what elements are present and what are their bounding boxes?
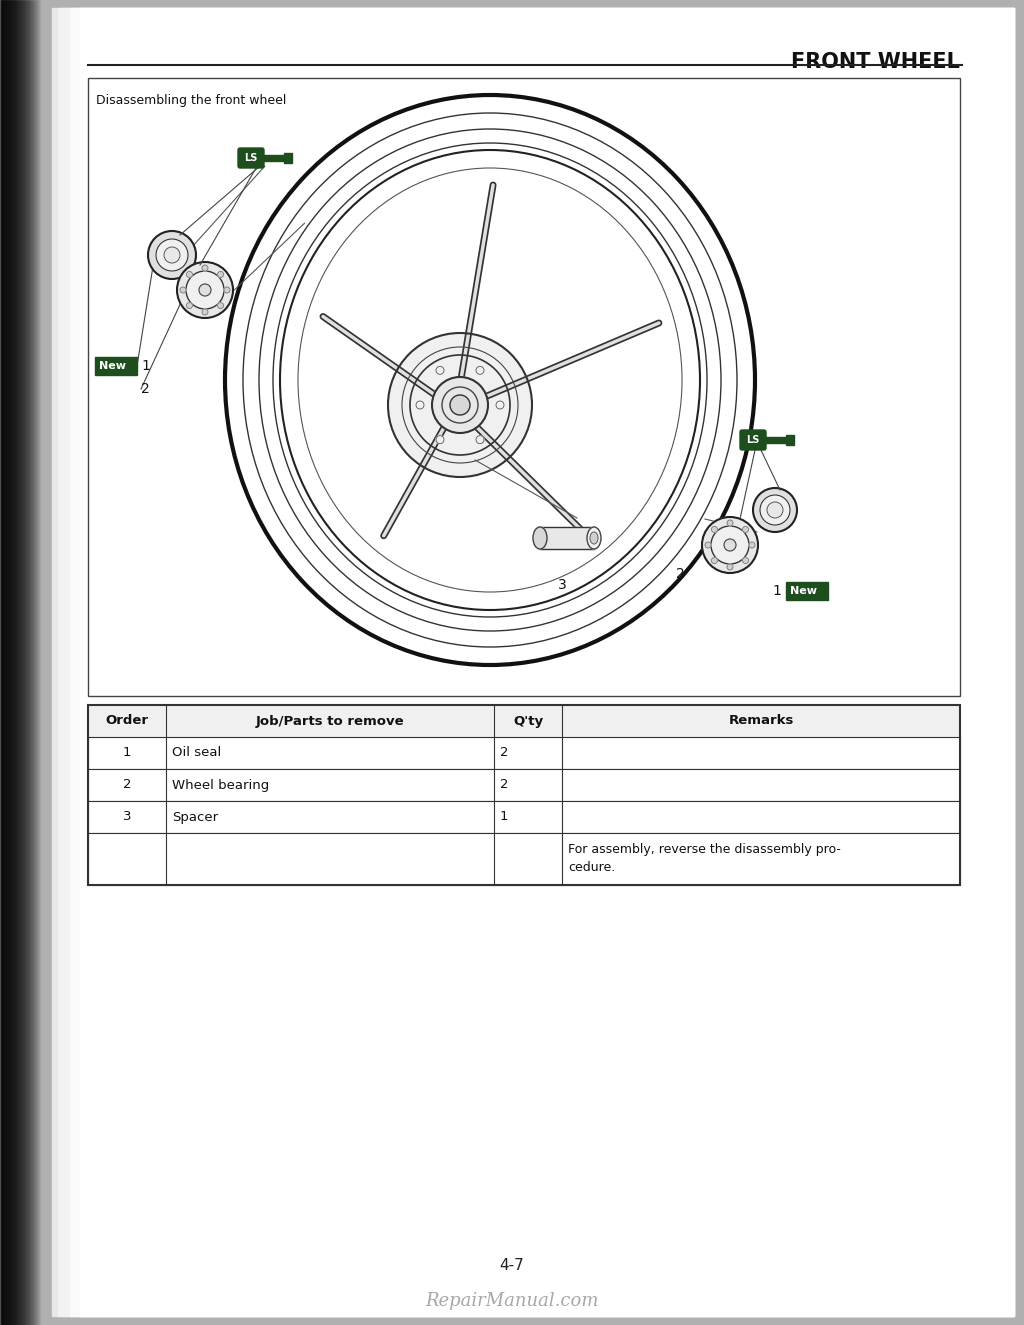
Circle shape [496, 401, 504, 409]
Text: New: New [99, 360, 126, 371]
Text: Spacer: Spacer [172, 811, 218, 824]
Circle shape [217, 302, 223, 309]
Circle shape [724, 539, 736, 551]
Circle shape [436, 366, 444, 375]
Circle shape [450, 395, 470, 415]
Circle shape [436, 436, 444, 444]
Circle shape [702, 517, 758, 572]
Bar [88, 802, 961, 833]
Circle shape [742, 558, 749, 563]
Circle shape [727, 519, 733, 526]
Bar [540, 527, 595, 549]
Circle shape [148, 231, 196, 280]
Circle shape [186, 272, 193, 277]
Text: For assembly, reverse the disassembly pro-: For assembly, reverse the disassembly pr… [568, 843, 841, 856]
Text: LS: LS [746, 435, 760, 445]
Circle shape [749, 542, 755, 549]
Ellipse shape [587, 527, 601, 549]
Circle shape [186, 302, 193, 309]
Text: Job/Parts to remove: Job/Parts to remove [256, 714, 404, 727]
Text: 2: 2 [500, 779, 509, 791]
Bar [786, 435, 794, 445]
Bar [88, 737, 961, 768]
Text: 2: 2 [676, 567, 684, 580]
Text: Oil seal: Oil seal [172, 746, 221, 759]
Circle shape [476, 366, 484, 375]
Text: Wheel bearing: Wheel bearing [172, 779, 269, 791]
Bar [88, 705, 961, 885]
Circle shape [416, 401, 424, 409]
Circle shape [760, 496, 790, 525]
Circle shape [712, 526, 718, 533]
Circle shape [156, 238, 188, 272]
Text: New: New [790, 586, 817, 596]
Circle shape [199, 284, 211, 295]
Text: RepairManual.com: RepairManual.com [425, 1292, 599, 1310]
Text: Disassembling the front wheel: Disassembling the front wheel [96, 94, 287, 107]
Text: 2: 2 [123, 779, 131, 791]
Text: FRONT WHEEL: FRONT WHEEL [792, 52, 961, 72]
Text: Remarks: Remarks [728, 714, 794, 727]
Bar [284, 152, 292, 163]
Circle shape [711, 526, 749, 564]
Circle shape [432, 378, 488, 433]
Ellipse shape [590, 533, 598, 545]
Circle shape [164, 246, 180, 262]
Text: 2: 2 [141, 382, 150, 396]
Bar [88, 78, 961, 696]
Ellipse shape [534, 527, 547, 549]
Circle shape [177, 262, 233, 318]
Circle shape [186, 272, 224, 309]
Text: 1: 1 [772, 584, 781, 598]
Text: LS: LS [245, 152, 258, 163]
Text: 1: 1 [141, 359, 150, 374]
Bar [95, 356, 137, 375]
FancyBboxPatch shape [238, 148, 264, 168]
Circle shape [180, 288, 186, 293]
Text: 4-7: 4-7 [500, 1257, 524, 1273]
Circle shape [217, 272, 223, 277]
Text: 2: 2 [500, 746, 509, 759]
Circle shape [705, 542, 711, 549]
Text: Order: Order [105, 714, 148, 727]
Circle shape [727, 564, 733, 570]
Bar [88, 768, 961, 802]
Bar [88, 833, 961, 885]
Circle shape [742, 526, 749, 533]
Ellipse shape [280, 150, 700, 610]
Text: 1: 1 [123, 746, 131, 759]
Text: 1: 1 [500, 811, 509, 824]
Bar [262, 155, 284, 162]
FancyBboxPatch shape [740, 431, 766, 450]
Bar [786, 582, 828, 600]
Circle shape [202, 309, 208, 315]
Text: 3: 3 [123, 811, 131, 824]
Circle shape [476, 436, 484, 444]
Text: Q'ty: Q'ty [513, 714, 543, 727]
Ellipse shape [225, 95, 755, 665]
Circle shape [712, 558, 718, 563]
Circle shape [224, 288, 230, 293]
Text: 3: 3 [558, 578, 566, 592]
Circle shape [388, 333, 532, 477]
Text: cedure.: cedure. [568, 861, 615, 874]
Bar [88, 705, 961, 737]
Bar [764, 437, 786, 443]
Circle shape [767, 502, 783, 518]
Circle shape [753, 488, 797, 533]
Circle shape [202, 265, 208, 272]
